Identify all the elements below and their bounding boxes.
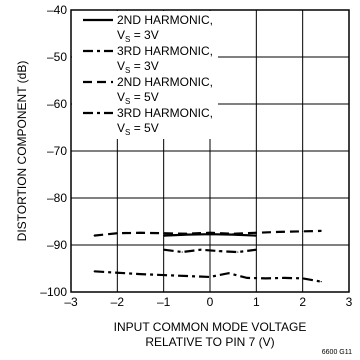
data-point (139, 273, 142, 275)
data-point (209, 276, 211, 278)
x-tick-label: 1 (253, 295, 260, 309)
data-point (200, 249, 202, 251)
data-point (232, 233, 234, 235)
data-point (302, 277, 304, 279)
legend-sublabel-3: VS = 5V (117, 90, 159, 106)
data-point (186, 233, 188, 235)
data-point (237, 251, 239, 253)
x-tick-label: 3 (346, 295, 353, 309)
data-point (209, 232, 211, 234)
data-point (283, 277, 285, 279)
y-tick-label: –50 (47, 50, 67, 64)
series-line-2 (163, 248, 257, 254)
data-point (246, 277, 248, 279)
data-point (116, 272, 118, 274)
legend-sublabel-1: VS = 3V (117, 28, 159, 44)
data-point (278, 231, 281, 233)
x-tick-label: –3 (64, 295, 78, 309)
data-point (116, 232, 118, 234)
legend-background (72, 11, 218, 139)
y-tick-label: –80 (47, 191, 67, 205)
legend-label-2: 3RD HARMONIC, (117, 44, 213, 58)
data-point (320, 230, 322, 232)
data-point (163, 235, 165, 237)
y-tick-label: –40 (47, 3, 67, 17)
y-tick-label: –70 (47, 144, 67, 158)
data-point (255, 232, 257, 234)
data-point (265, 277, 267, 279)
legend-sublabel-2: VS = 3V (117, 59, 159, 75)
plot-border (70, 9, 350, 293)
figure-id: 6600 G11 (322, 349, 352, 356)
y-tick-label: –90 (47, 238, 67, 252)
y-tick-label: –60 (47, 97, 67, 111)
tick-labels: –40 –50 –60 –70 –80 –90 –100–3 –2 –1 0 1 2 3 (40, 3, 352, 309)
legend-sublabel-4: VS = 5V (117, 121, 159, 137)
data-point (218, 250, 220, 252)
data-point (139, 232, 142, 234)
data-point (302, 230, 304, 232)
data-point (163, 232, 165, 234)
data-point (255, 249, 257, 251)
data-point (93, 235, 95, 237)
data-point (181, 251, 183, 253)
legend-label-1: 2ND HARMONIC, (117, 13, 213, 27)
x-tick-label: –1 (157, 295, 171, 309)
x-tick-label: –2 (111, 295, 125, 309)
x-axis-title-line1: INPUT COMMON MODE VOLTAGE (114, 320, 307, 334)
data-point (227, 272, 230, 274)
data-point (320, 281, 322, 283)
x-axis-title-line2: RELATIVE TO PIN 7 (V) (145, 335, 274, 349)
y-axis-title: DISTORTION COMPONENT (dB) (15, 61, 29, 242)
data-point (163, 249, 165, 251)
data-point (186, 275, 188, 277)
data-point (163, 274, 165, 276)
data-point (232, 234, 234, 236)
data-point (255, 235, 257, 237)
x-tick-label: 2 (299, 295, 306, 309)
data-point (93, 270, 95, 272)
series-line-4 (94, 270, 322, 283)
legend-label-4: 3RD HARMONIC, (117, 106, 213, 120)
series-group (93, 229, 322, 283)
plot-frame (70, 9, 350, 293)
y-tick-label: –100 (40, 285, 67, 299)
x-tick-label: 0 (207, 295, 214, 309)
legend-label-3: 2ND HARMONIC, (117, 75, 213, 89)
